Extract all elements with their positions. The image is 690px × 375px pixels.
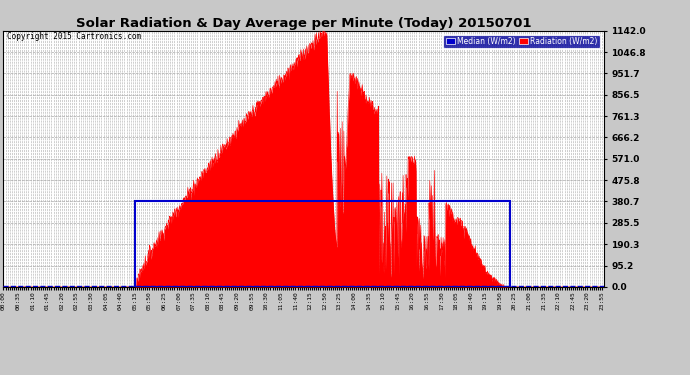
Bar	[135, 201, 511, 287]
Legend: Median (W/m2), Radiation (W/m2): Median (W/m2), Radiation (W/m2)	[444, 34, 600, 48]
Text: Copyright 2015 Cartronics.com: Copyright 2015 Cartronics.com	[7, 32, 141, 41]
Title: Solar Radiation & Day Average per Minute (Today) 20150701: Solar Radiation & Day Average per Minute…	[76, 16, 531, 30]
